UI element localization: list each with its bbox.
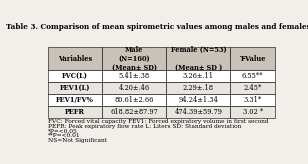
Text: Table 3. Comparison of mean spirometric values among males and females: Table 3. Comparison of mean spirometric … bbox=[6, 23, 308, 31]
Text: FEV1/FV%: FEV1/FV% bbox=[56, 96, 94, 104]
Text: 3.02 *: 3.02 * bbox=[242, 108, 263, 116]
Text: NS=Not Significant: NS=Not Significant bbox=[48, 138, 107, 143]
Bar bbox=[102, 82, 166, 94]
Bar bbox=[230, 70, 275, 82]
Bar bbox=[166, 82, 230, 94]
Text: **P=<0.01: **P=<0.01 bbox=[48, 133, 81, 138]
Bar bbox=[166, 70, 230, 82]
Text: 2.29±.18: 2.29±.18 bbox=[183, 84, 214, 92]
Bar bbox=[48, 106, 102, 118]
Bar bbox=[230, 106, 275, 118]
Bar bbox=[230, 47, 275, 70]
Text: 474.39±59.79: 474.39±59.79 bbox=[174, 108, 222, 116]
Text: 2.45*: 2.45* bbox=[243, 84, 262, 92]
Text: 618.82±87.97: 618.82±87.97 bbox=[111, 108, 158, 116]
Text: FVC(L): FVC(L) bbox=[62, 72, 88, 80]
Text: T-Value: T-Value bbox=[239, 55, 266, 63]
Text: Female (N=53)

(Mean± SD ): Female (N=53) (Mean± SD ) bbox=[171, 46, 226, 72]
Text: 6.55**: 6.55** bbox=[242, 72, 263, 80]
Text: Male
(N=160)
(Mean± SD): Male (N=160) (Mean± SD) bbox=[112, 46, 157, 72]
Bar bbox=[102, 94, 166, 106]
Text: 4.20±.46: 4.20±.46 bbox=[119, 84, 150, 92]
Bar bbox=[166, 47, 230, 70]
Text: FVC: Forced vital capacity FEV1: Forced expiratory volume in first second: FVC: Forced vital capacity FEV1: Forced … bbox=[48, 119, 269, 124]
Text: 3.26±.11: 3.26±.11 bbox=[183, 72, 214, 80]
Bar bbox=[230, 82, 275, 94]
Text: Variables: Variables bbox=[58, 55, 92, 63]
Text: FEV1(L): FEV1(L) bbox=[60, 84, 90, 92]
Text: PEFR: Peak expiratory flow rate L: Liters SD: Standard deviation: PEFR: Peak expiratory flow rate L: Liter… bbox=[48, 124, 241, 129]
Bar bbox=[102, 47, 166, 70]
Text: 80.61±2.66: 80.61±2.66 bbox=[115, 96, 154, 104]
Bar bbox=[166, 106, 230, 118]
Bar bbox=[166, 94, 230, 106]
Bar bbox=[48, 82, 102, 94]
Bar bbox=[230, 94, 275, 106]
Bar bbox=[102, 106, 166, 118]
Text: 3.31*: 3.31* bbox=[244, 96, 262, 104]
Text: 94.24±1.34: 94.24±1.34 bbox=[178, 96, 218, 104]
Text: PEFR: PEFR bbox=[65, 108, 85, 116]
Text: 5.41±.38: 5.41±.38 bbox=[119, 72, 150, 80]
Bar bbox=[48, 47, 102, 70]
Bar bbox=[102, 70, 166, 82]
Bar bbox=[48, 70, 102, 82]
Text: *P=<0.05: *P=<0.05 bbox=[48, 129, 78, 134]
Bar bbox=[48, 94, 102, 106]
